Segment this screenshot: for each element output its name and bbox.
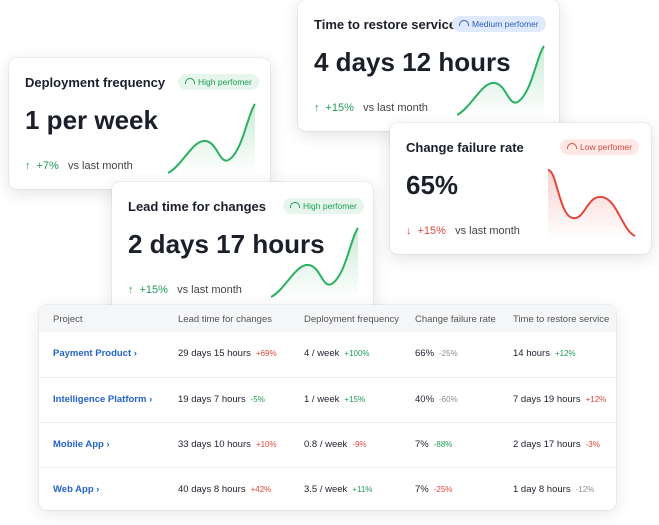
- note: vs last month: [177, 284, 242, 296]
- sparkline: [457, 45, 545, 117]
- column-header: Project: [53, 314, 83, 325]
- cell: 33 days 10 hours +10%: [178, 439, 277, 450]
- metric-card: Change failure rate Low perfomer 65% ↓ +1…: [390, 123, 651, 254]
- cell: 29 days 15 hours +69%: [178, 348, 277, 359]
- sparkline: [547, 169, 636, 240]
- cell: 7% -88%: [415, 439, 452, 450]
- card-title: Deployment frequency: [25, 75, 166, 90]
- badge: High perfomer: [283, 198, 364, 214]
- project-link[interactable]: Web App: [53, 484, 99, 495]
- cell: 19 days 7 hours -5%: [178, 394, 265, 405]
- change: +15%: [139, 284, 168, 296]
- cell-change: +12%: [554, 349, 576, 358]
- card-change: ↓ +15% vs last month: [406, 225, 520, 237]
- cell: 7 days 19 hours +12%: [513, 394, 606, 405]
- note: vs last month: [68, 160, 133, 172]
- card-change: ↑ +7% vs last month: [25, 160, 133, 172]
- card-value: 1 per week: [25, 105, 158, 135]
- change: +15%: [325, 102, 354, 114]
- column-header: Lead time for changes: [178, 314, 273, 325]
- cell-value: 2 days 17 hours: [513, 439, 581, 450]
- cell-value: 3.5 / week: [304, 484, 348, 495]
- cell: 0.8 / week -9%: [304, 439, 367, 450]
- cell-change: -9%: [352, 440, 367, 449]
- table-row: Intelligence Platform19 days 7 hours-5%1…: [39, 377, 616, 422]
- cell: 1 / week +15%: [304, 394, 365, 405]
- cell-value: 7%: [415, 484, 429, 495]
- change: +7%: [36, 160, 59, 172]
- project-link[interactable]: Payment Product: [53, 348, 137, 359]
- cell: 3.5 / week +11%: [304, 484, 372, 495]
- cell-value: 40%: [415, 394, 435, 405]
- cell-value: 40 days 8 hours: [178, 484, 246, 495]
- cell: 40% -60%: [415, 394, 458, 405]
- cell-value: 4 / week: [304, 348, 340, 359]
- card-value: 4 days 12 hours: [314, 47, 511, 77]
- metric-card: Time to restore service Medium perfomer …: [298, 0, 559, 131]
- column-header: Deployment frequency: [304, 314, 400, 325]
- cell-change: -5%: [250, 395, 265, 404]
- badge: Medium perfomer: [452, 16, 546, 32]
- card-change: ↑ +15% vs last month: [128, 284, 242, 296]
- sparkline: [168, 103, 256, 175]
- note: vs last month: [363, 102, 428, 114]
- project-table: Project Lead time for changes Deployment f…: [39, 305, 616, 510]
- table-row: Payment Product 29 days 15 hours +69% 4 / w…: [39, 332, 616, 376]
- cell-change: -25%: [433, 485, 453, 494]
- cell-change: +10%: [255, 440, 277, 449]
- card-title: Change failure rate: [406, 140, 524, 155]
- cell-value: 0.8 / week: [304, 439, 348, 450]
- cell-value: 19 days 7 hours: [178, 394, 246, 405]
- change: +15%: [417, 225, 446, 237]
- card-title: Lead time for changes: [128, 199, 266, 214]
- cell-change: -3%: [585, 440, 600, 449]
- cell-change: -25%: [439, 349, 458, 358]
- cell-change: -88%: [433, 440, 453, 449]
- column-header: Time to restore service: [513, 314, 610, 325]
- project-link[interactable]: Intelligence Platform: [53, 394, 152, 405]
- cell-change: +42%: [250, 485, 272, 494]
- table-header: Project Lead time for changes Deployment f…: [39, 305, 616, 332]
- cell: 14 hours +12%: [513, 348, 576, 359]
- table-row: Mobile App 33 days 10 hours +10% 0.8 / week…: [39, 422, 616, 467]
- cell-value: 1 day 8 hours: [513, 484, 571, 495]
- cell-value: 7 days 19 hours: [513, 394, 581, 405]
- note: vs last month: [455, 225, 520, 237]
- card-title: Time to restore service: [314, 17, 457, 32]
- cell-change: +69%: [255, 349, 277, 358]
- cell-value: 1 / week: [304, 394, 340, 405]
- cell-value: 29 days 15 hours: [178, 348, 251, 359]
- cell-change: +15%: [344, 395, 366, 404]
- cell: 40 days 8 hours +42%: [178, 484, 271, 495]
- cell-change: -60%: [439, 395, 458, 404]
- cell-change: +100%: [344, 349, 370, 358]
- cell-value: 14 hours: [513, 348, 550, 359]
- cell-value: 66%: [415, 348, 435, 359]
- card-value: 2 days 17 hours: [128, 229, 325, 259]
- cell-value: 7%: [415, 439, 429, 450]
- table-row: Web App 40 days 8 hours +42% 3.5 / week +11%…: [39, 467, 616, 512]
- project-link[interactable]: Mobile App: [53, 439, 110, 450]
- card-value: 65%: [406, 170, 459, 200]
- cell: 1 day 8 hours -12%: [513, 484, 594, 495]
- cell-change: +11%: [352, 485, 373, 494]
- badge: Low perfomer: [560, 139, 639, 155]
- cell: 2 days 17 hours -3%: [513, 439, 600, 450]
- cell: 4 / week +100%: [304, 348, 370, 359]
- cell-value: 33 days 10 hours: [178, 439, 251, 450]
- cell-change: -12%: [575, 485, 595, 494]
- metric-card: Lead time for changes High perfomer 2 da…: [112, 182, 373, 313]
- cell: 7% -25%: [415, 484, 452, 495]
- badge: High perfomer: [178, 74, 259, 90]
- cell: 66% -25%: [415, 348, 458, 359]
- card-change: ↑ +15% vs last month: [314, 102, 428, 114]
- metric-card: Deployment frequency High perfomer 1 per…: [9, 58, 270, 189]
- column-header: Change failure rate: [415, 314, 496, 325]
- sparkline: [271, 227, 359, 299]
- cell-change: +12%: [585, 395, 607, 404]
